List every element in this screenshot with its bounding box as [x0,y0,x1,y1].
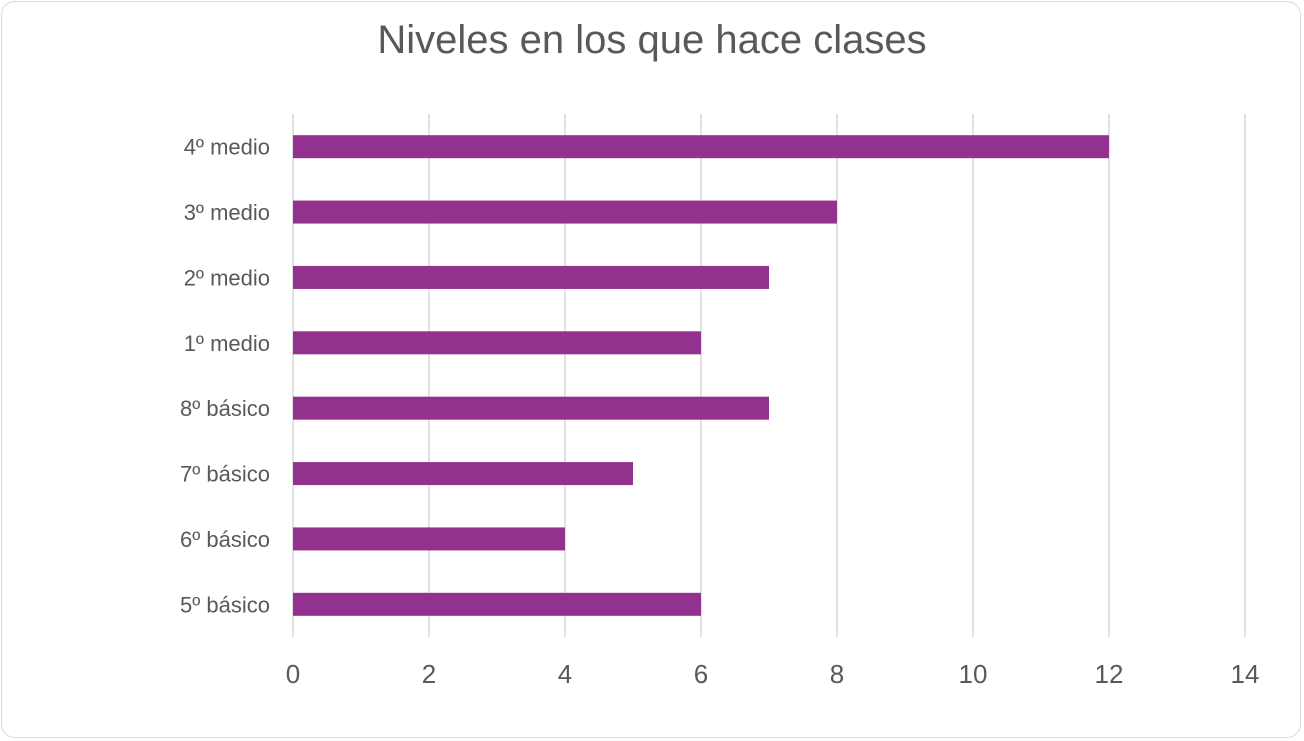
bar-5 [293,331,701,355]
x-tick-label: 14 [1231,659,1260,689]
x-tick-label: 12 [1095,659,1124,689]
x-tick-label: 10 [959,659,988,689]
category-label: 7º básico [180,462,270,487]
category-label: 1º medio [184,331,270,356]
x-tick-label: 8 [830,659,844,689]
bar-2 [293,527,565,551]
x-tick-label: 4 [558,659,572,689]
bars [293,135,1109,616]
bar-1 [293,592,701,616]
bar-8 [293,135,1109,159]
bar-4 [293,396,769,420]
x-tick-label: 0 [286,659,300,689]
category-label: 5º básico [180,592,270,617]
category-label: 3º medio [184,200,270,225]
category-label: 6º básico [180,527,270,552]
x-tick-labels: 0 2 4 6 8 10 12 14 [286,659,1260,689]
bar-3 [293,462,633,486]
category-label: 4º medio [184,135,270,160]
x-tick-label: 2 [422,659,436,689]
x-tick-label: 6 [694,659,708,689]
chart-title: Niveles en los que hace clases [377,18,927,62]
category-labels: 5º básico 6º básico 7º básico 8º básico 1º m… [180,135,270,618]
bar-6 [293,265,769,289]
category-label: 8º básico [180,396,270,421]
grid-lines [292,114,1246,637]
category-label: 2º medio [184,265,270,290]
bar-7 [293,200,837,224]
